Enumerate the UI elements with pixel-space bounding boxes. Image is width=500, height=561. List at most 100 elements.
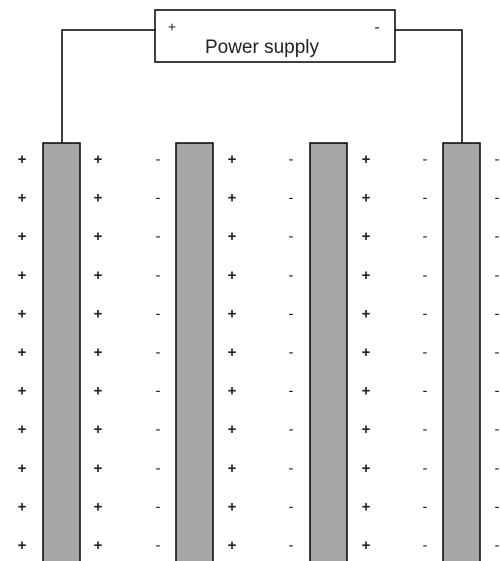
charge-sign: + <box>18 344 27 361</box>
charge-sign: + <box>94 190 103 207</box>
charge-sign: + <box>94 537 103 554</box>
charge-sign: + <box>94 460 103 477</box>
charge-sign: - <box>289 305 294 322</box>
charge-sign: + <box>94 344 103 361</box>
charge-sign: - <box>289 228 294 245</box>
charge-sign: - <box>423 344 428 361</box>
charge-sign: - <box>156 460 161 477</box>
charge-sign: + <box>362 190 371 207</box>
negative-terminal: - <box>374 19 379 36</box>
charge-sign: + <box>94 498 103 515</box>
plate <box>175 142 214 561</box>
charge-sign: + <box>94 421 103 438</box>
charge-sign: + <box>362 498 371 515</box>
charge-sign: - <box>423 305 428 322</box>
charge-sign: + <box>228 460 237 477</box>
charge-sign: - <box>289 190 294 207</box>
charge-sign: - <box>289 537 294 554</box>
charge-sign: - <box>423 267 428 284</box>
charge-sign: + <box>362 344 371 361</box>
charge-sign: - <box>495 383 500 400</box>
charge-sign: + <box>18 498 27 515</box>
charge-sign: - <box>156 190 161 207</box>
charge-sign: + <box>94 305 103 322</box>
charge-sign: - <box>156 151 161 168</box>
plate <box>442 142 481 561</box>
power-supply-box <box>154 9 396 63</box>
charge-sign: - <box>156 228 161 245</box>
charge-sign: - <box>156 383 161 400</box>
charge-sign: - <box>495 305 500 322</box>
charge-sign: + <box>18 421 27 438</box>
charge-sign: - <box>423 421 428 438</box>
charge-sign: + <box>228 267 237 284</box>
charge-sign: - <box>289 421 294 438</box>
power-supply-label: Power supply <box>205 37 320 58</box>
charge-sign: + <box>94 267 103 284</box>
charge-sign: - <box>495 190 500 207</box>
charge-sign: - <box>156 498 161 515</box>
charge-sign: + <box>362 305 371 322</box>
charge-sign: + <box>228 228 237 245</box>
charge-sign: - <box>289 498 294 515</box>
charge-sign: + <box>228 305 237 322</box>
charge-sign: + <box>94 151 103 168</box>
charge-sign: - <box>289 383 294 400</box>
charge-sign: - <box>156 537 161 554</box>
charge-sign: + <box>228 151 237 168</box>
charge-sign: - <box>156 421 161 438</box>
charge-sign: + <box>228 498 237 515</box>
wire-right <box>395 29 463 143</box>
charge-sign: + <box>18 537 27 554</box>
charge-sign: + <box>228 383 237 400</box>
charge-sign: + <box>18 383 27 400</box>
charge-sign: - <box>495 421 500 438</box>
charge-sign: - <box>423 460 428 477</box>
charge-sign: + <box>228 344 237 361</box>
charge-sign: + <box>228 190 237 207</box>
charge-sign: + <box>94 228 103 245</box>
charge-sign: - <box>156 344 161 361</box>
charges: + + + + + + + + + + + + + + + + + + + + + + - - - - - - - - - - - + + + + + + +… <box>18 151 500 554</box>
charge-sign: - <box>289 151 294 168</box>
charge-sign: + <box>18 460 27 477</box>
charge-sign: - <box>495 344 500 361</box>
charge-sign: - <box>423 498 428 515</box>
charge-sign: + <box>362 151 371 168</box>
charge-sign: + <box>18 305 27 322</box>
charge-sign: - <box>495 228 500 245</box>
charge-sign: + <box>362 383 371 400</box>
charge-sign: - <box>423 228 428 245</box>
charge-sign: + <box>228 537 237 554</box>
charge-sign: - <box>495 460 500 477</box>
charge-sign: - <box>156 305 161 322</box>
charge-sign: - <box>495 537 500 554</box>
charge-sign: + <box>362 460 371 477</box>
positive-terminal: + <box>168 19 176 35</box>
charge-sign: - <box>289 460 294 477</box>
charge-sign: + <box>18 267 27 284</box>
charge-sign: - <box>423 383 428 400</box>
charge-sign: + <box>362 421 371 438</box>
charge-sign: - <box>495 151 500 168</box>
charge-sign: - <box>495 267 500 284</box>
charge-sign: + <box>362 267 371 284</box>
charge-sign: + <box>228 421 237 438</box>
charge-sign: - <box>423 151 428 168</box>
charge-sign: + <box>18 190 27 207</box>
charge-sign: - <box>156 267 161 284</box>
charge-sign: + <box>18 228 27 245</box>
charge-sign: - <box>289 267 294 284</box>
charge-sign: + <box>18 151 27 168</box>
charge-sign: + <box>94 383 103 400</box>
plate <box>309 142 348 561</box>
charge-sign: - <box>423 537 428 554</box>
charge-sign: - <box>495 498 500 515</box>
charge-sign: - <box>423 190 428 207</box>
wire-left <box>61 29 155 143</box>
charge-sign: + <box>362 228 371 245</box>
charge-sign: - <box>289 344 294 361</box>
plate <box>42 142 81 561</box>
